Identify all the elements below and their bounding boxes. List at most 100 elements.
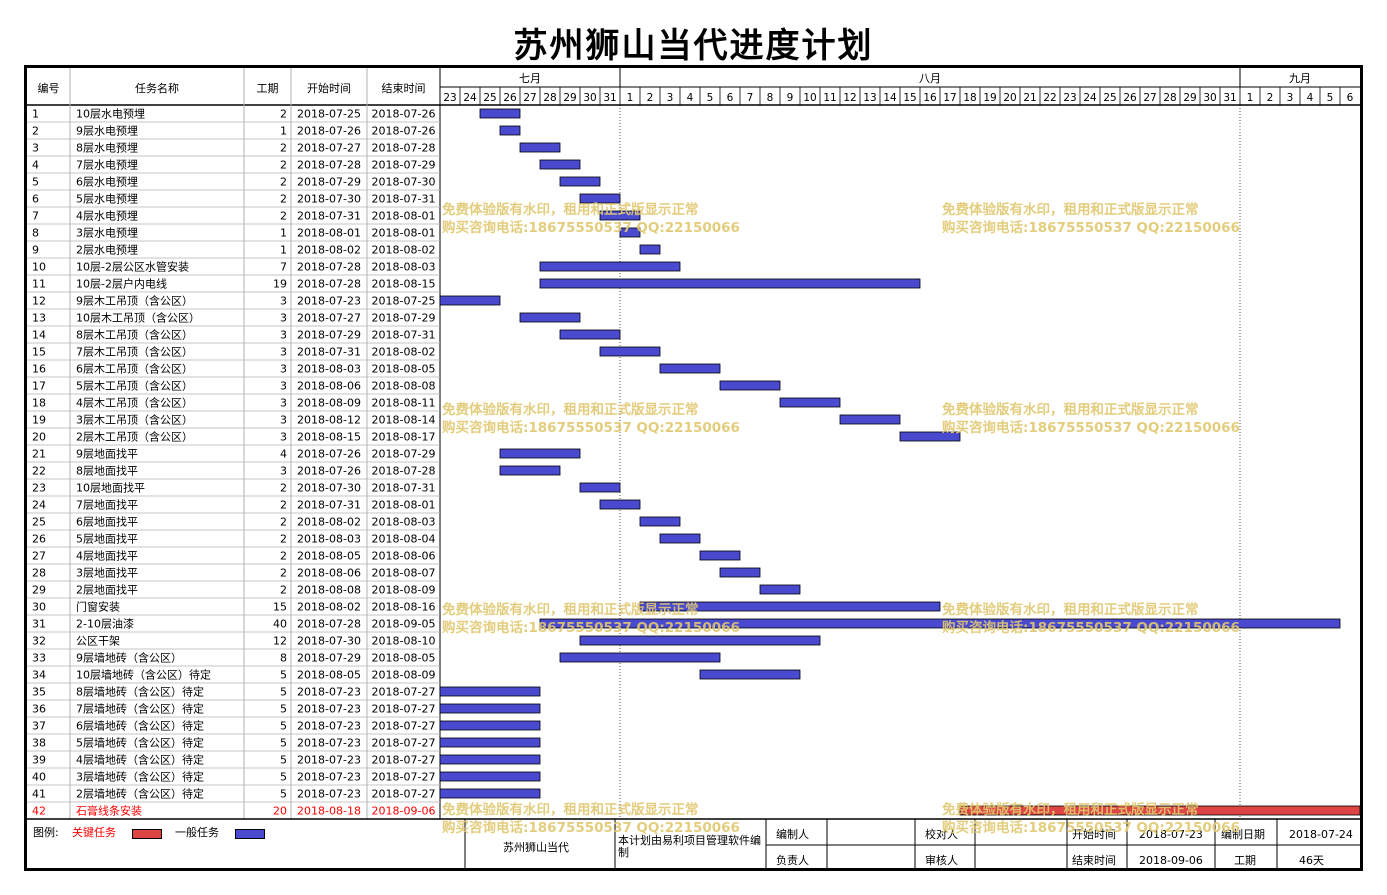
day-label: 14	[883, 92, 897, 104]
task-start: 2018-07-23	[297, 737, 361, 750]
task-name: 3层地面找平	[76, 566, 138, 580]
task-bar	[439, 737, 541, 748]
task-bar	[599, 346, 661, 357]
task-start: 2018-07-26	[297, 465, 361, 478]
task-end: 2018-07-25	[372, 295, 436, 308]
task-bar	[559, 176, 601, 187]
day-label: 7	[747, 92, 754, 104]
task-duration: 5	[280, 754, 287, 767]
task-name: 3层水电预埋	[76, 227, 138, 240]
task-end: 2018-08-14	[372, 414, 436, 427]
task-end: 2018-08-01	[372, 499, 436, 512]
task-bar	[699, 550, 741, 561]
day-label: 5	[707, 92, 714, 104]
task-bar	[439, 295, 501, 306]
task-end: 2018-08-05	[372, 363, 436, 376]
task-name: 9层木工吊顶（含公区）	[76, 294, 193, 308]
header-name: 任务名称	[135, 81, 179, 95]
task-bar	[499, 448, 581, 459]
task-duration: 3	[280, 363, 287, 376]
task-bar	[759, 584, 801, 595]
task-end: 2018-09-05	[372, 618, 436, 631]
day-label: 3	[667, 92, 674, 104]
task-start: 2018-08-03	[297, 533, 361, 546]
task-id: 20	[32, 431, 46, 444]
task-duration: 3	[280, 295, 287, 308]
task-end: 2018-07-27	[372, 771, 436, 784]
compile-date-label: 编制日期	[1221, 828, 1265, 841]
day-label: 17	[943, 92, 956, 104]
reviewer-label: 审核人	[925, 854, 958, 867]
task-id: 30	[32, 601, 46, 614]
month-label: 八月	[919, 72, 941, 85]
task-name: 5层木工吊顶（含公区）	[76, 379, 193, 393]
task-start: 2018-07-28	[297, 618, 361, 631]
day-label: 16	[923, 92, 937, 104]
task-bar	[639, 516, 681, 527]
task-end: 2018-08-10	[372, 635, 436, 648]
task-bar	[839, 414, 901, 425]
task-duration: 3	[280, 380, 287, 393]
task-end: 2018-07-28	[372, 465, 436, 478]
task-duration: 1	[280, 227, 287, 240]
task-start: 2018-08-18	[297, 805, 361, 818]
task-duration: 2	[280, 159, 287, 172]
day-label: 4	[1307, 92, 1314, 104]
end-time-value: 2018-09-06	[1139, 854, 1203, 867]
task-id: 15	[32, 346, 46, 359]
task-start: 2018-08-15	[297, 431, 361, 444]
task-start: 2018-07-31	[297, 210, 361, 223]
task-end: 2018-08-09	[372, 584, 436, 597]
task-bar	[539, 261, 681, 272]
task-end: 2018-08-09	[372, 669, 436, 682]
day-label: 12	[843, 92, 856, 104]
header-end: 结束时间	[382, 82, 426, 95]
task-id: 39	[32, 754, 46, 767]
task-start: 2018-08-03	[297, 363, 361, 376]
day-label: 15	[903, 92, 916, 104]
task-id: 42	[32, 805, 46, 818]
task-start: 2018-07-23	[297, 720, 361, 733]
task-end: 2018-09-06	[372, 805, 436, 818]
task-bar	[779, 397, 841, 408]
task-duration: 8	[280, 652, 287, 665]
task-name: 10层-2层户内电线	[76, 277, 167, 291]
task-id: 9	[32, 244, 39, 257]
task-name: 4层水电预埋	[76, 210, 138, 223]
task-bar	[539, 278, 921, 289]
task-end: 2018-08-17	[372, 431, 436, 444]
task-bar	[439, 703, 541, 714]
task-duration: 5	[280, 788, 287, 801]
header-id: 编号	[38, 81, 60, 95]
day-label: 24	[463, 92, 477, 104]
task-duration: 15	[273, 601, 287, 614]
end-time-label: 结束时间	[1072, 854, 1116, 867]
task-start: 2018-07-30	[297, 193, 361, 206]
task-start: 2018-07-31	[297, 499, 361, 512]
task-bar	[719, 380, 781, 391]
task-end: 2018-07-29	[372, 159, 436, 172]
task-end: 2018-07-27	[372, 754, 436, 767]
task-end: 2018-08-04	[372, 533, 436, 546]
task-id: 13	[32, 312, 46, 325]
task-start: 2018-07-28	[297, 261, 361, 274]
task-name: 6层地面找平	[76, 515, 138, 529]
task-id: 27	[32, 550, 46, 563]
task-end: 2018-08-05	[372, 652, 436, 665]
day-label: 1	[1247, 92, 1254, 104]
task-bar	[539, 618, 1341, 629]
task-duration: 5	[280, 669, 287, 682]
task-id: 19	[32, 414, 46, 427]
task-duration: 5	[280, 771, 287, 784]
task-duration: 1	[280, 125, 287, 138]
day-label: 5	[1327, 92, 1334, 104]
task-duration: 2	[280, 193, 287, 206]
task-bar	[439, 720, 541, 731]
day-label: 2	[647, 92, 654, 104]
task-id: 36	[32, 703, 46, 716]
task-name: 5层墙地砖（含公区）待定	[76, 736, 204, 750]
task-duration: 4	[280, 448, 287, 461]
task-duration: 3	[280, 346, 287, 359]
task-bar	[439, 771, 541, 782]
legend-normal-label: 一般任务	[175, 826, 219, 839]
